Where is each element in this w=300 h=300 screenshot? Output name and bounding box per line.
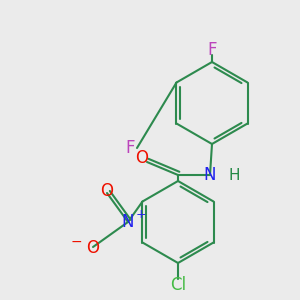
Text: F: F: [125, 139, 135, 157]
Text: N: N: [122, 213, 134, 231]
Text: O: O: [136, 149, 148, 167]
Text: Cl: Cl: [170, 276, 186, 294]
Text: −: −: [70, 235, 82, 249]
Text: H: H: [228, 167, 239, 182]
Text: O: O: [86, 239, 100, 257]
Text: O: O: [100, 182, 113, 200]
Text: N: N: [204, 166, 216, 184]
Text: +: +: [136, 208, 147, 221]
Text: F: F: [207, 41, 217, 59]
